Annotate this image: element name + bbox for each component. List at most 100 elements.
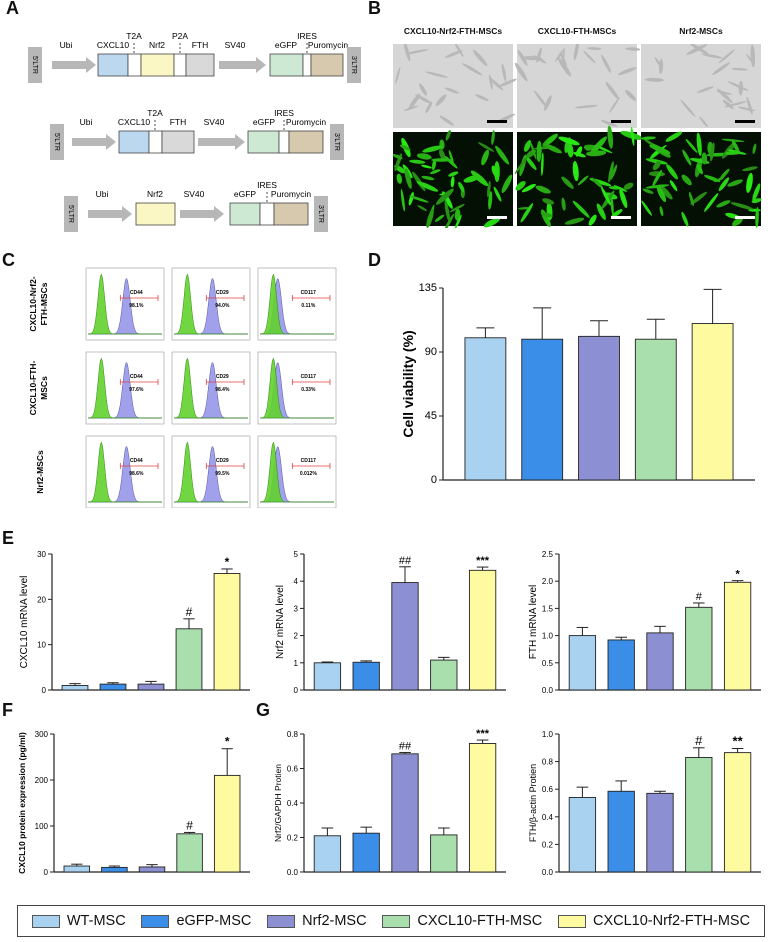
gfp-cell bbox=[541, 152, 544, 176]
scale-bar bbox=[735, 120, 755, 123]
ubi-promoter-arrow bbox=[88, 206, 132, 222]
cell-shape bbox=[536, 47, 542, 63]
phase-contrast-image bbox=[641, 44, 761, 128]
spacer-label: SV40 bbox=[225, 40, 246, 50]
bar bbox=[685, 606, 713, 691]
gfp-cell bbox=[435, 188, 454, 205]
y-tick-label: 2.0 bbox=[542, 577, 554, 586]
cell-shape bbox=[680, 99, 696, 118]
marker-percent: 97.6% bbox=[129, 387, 144, 393]
cell-shape bbox=[461, 63, 483, 76]
gfp-cell bbox=[542, 198, 555, 205]
sv40-arrow bbox=[180, 206, 224, 222]
bar bbox=[313, 662, 342, 691]
flow-histogram: CD117 0.012% bbox=[257, 435, 337, 508]
scale-bar bbox=[487, 120, 507, 123]
ltr-right bbox=[314, 196, 328, 232]
marker-percent: 0.33% bbox=[301, 387, 316, 393]
cell-shape bbox=[689, 44, 709, 55]
ltr-left-label: 5'LTR bbox=[31, 56, 38, 74]
gene-label: FTH bbox=[192, 40, 209, 50]
significance-label: * bbox=[225, 735, 230, 749]
gene-box bbox=[161, 130, 195, 154]
linker-box bbox=[302, 53, 312, 77]
cell-shape bbox=[475, 94, 489, 101]
gfp-cell bbox=[619, 188, 628, 209]
gfp-cell bbox=[426, 209, 434, 228]
y-axis-label: FTH/β-actin Protien bbox=[528, 764, 538, 842]
cell-shape bbox=[444, 87, 459, 94]
gfp-cell bbox=[400, 144, 411, 151]
flow-histogram: CD29 99.5% bbox=[171, 435, 251, 508]
legend-swatch bbox=[267, 914, 296, 928]
gfp-cell bbox=[656, 185, 667, 202]
gfp-cell bbox=[536, 140, 542, 162]
bar bbox=[391, 582, 419, 691]
gfp-cell bbox=[697, 164, 703, 175]
gfp-cell bbox=[546, 134, 558, 144]
gfp-cell bbox=[431, 158, 437, 171]
y-tick-label: 0 bbox=[44, 868, 49, 877]
chart-fth-actin: 0.0 0.2 0.4 0.6 0.8 1.0 FTH/β-actin Protien # ** bbox=[528, 730, 761, 877]
gfp-cell bbox=[514, 155, 528, 175]
control-histogram bbox=[87, 441, 162, 503]
gfp-cell bbox=[417, 205, 428, 212]
bar bbox=[607, 790, 635, 873]
bar bbox=[175, 628, 203, 691]
gfp-cell bbox=[491, 165, 499, 178]
flow-histogram: CD44 97.6% bbox=[85, 351, 165, 425]
reporter-label: Puromycin bbox=[286, 117, 326, 127]
gfp-cell bbox=[477, 142, 495, 152]
cell-shape bbox=[405, 49, 429, 55]
panel-letter-b: B bbox=[368, 0, 381, 18]
scale-bar bbox=[611, 216, 631, 219]
marker-label: IRES bbox=[274, 108, 294, 118]
reporter-label: eGFP bbox=[275, 40, 298, 50]
significance-label: * bbox=[225, 555, 230, 569]
legend-swatch bbox=[557, 914, 586, 928]
reporter-label: Puromycin bbox=[271, 189, 311, 199]
y-tick-label: 1.5 bbox=[542, 604, 554, 613]
cell-shape bbox=[473, 49, 488, 67]
gfp-cell bbox=[586, 150, 607, 157]
gfp-cell bbox=[525, 155, 537, 171]
bar bbox=[646, 792, 674, 873]
control-histogram bbox=[87, 273, 162, 335]
bar bbox=[578, 335, 620, 481]
gfp-cell bbox=[448, 150, 454, 165]
bar bbox=[723, 752, 752, 873]
cell-shape bbox=[425, 71, 448, 78]
ltr-right bbox=[347, 47, 361, 83]
gfp-cell bbox=[421, 164, 432, 169]
bar bbox=[101, 866, 128, 873]
reporter-label: eGFP bbox=[234, 189, 257, 199]
gfp-cell bbox=[755, 206, 759, 228]
bar bbox=[468, 569, 497, 691]
ltr-left bbox=[50, 124, 64, 160]
y-axis-label: FTH mRNA level bbox=[528, 585, 539, 659]
gfp-cell bbox=[610, 195, 614, 216]
construct-diagrams: 5'LTR Ubi CXCL10 Nrf2 FTH T2A P2A SV40 eGFP Purom… bbox=[28, 31, 361, 232]
marker-name: CD29 bbox=[216, 458, 229, 464]
cell-shape bbox=[609, 96, 620, 113]
y-tick-label: 0.0 bbox=[542, 868, 554, 877]
chart-fth-mrna: 0.0 0.5 1.0 1.5 2.0 2.5 FTH mRNA level # * bbox=[528, 550, 761, 694]
cell-shape bbox=[701, 53, 723, 59]
cell-shape bbox=[488, 74, 493, 90]
gfp-cell bbox=[544, 144, 562, 154]
cell-shape bbox=[727, 81, 749, 91]
bar bbox=[691, 323, 734, 481]
legend: WT-MSC eGFP-MSC Nrf2-MSC CXCL10-FTH-MSC … bbox=[17, 905, 765, 937]
bar bbox=[213, 774, 241, 873]
reporter-box bbox=[247, 130, 280, 154]
microscopy-column-label: Nrf2-MSCs bbox=[679, 26, 723, 36]
gfp-cell bbox=[483, 217, 501, 228]
gene-label: Nrf2 bbox=[149, 40, 165, 50]
gfp-cell bbox=[588, 214, 597, 226]
cell-shape bbox=[617, 67, 637, 76]
bar bbox=[313, 835, 342, 873]
flow-row-label-line: CXCL10-Nrf2- bbox=[28, 276, 38, 331]
reporter-label: eGFP bbox=[253, 117, 276, 127]
legend-item: WT-MSC bbox=[31, 913, 126, 929]
micrograph-grid bbox=[393, 44, 762, 228]
